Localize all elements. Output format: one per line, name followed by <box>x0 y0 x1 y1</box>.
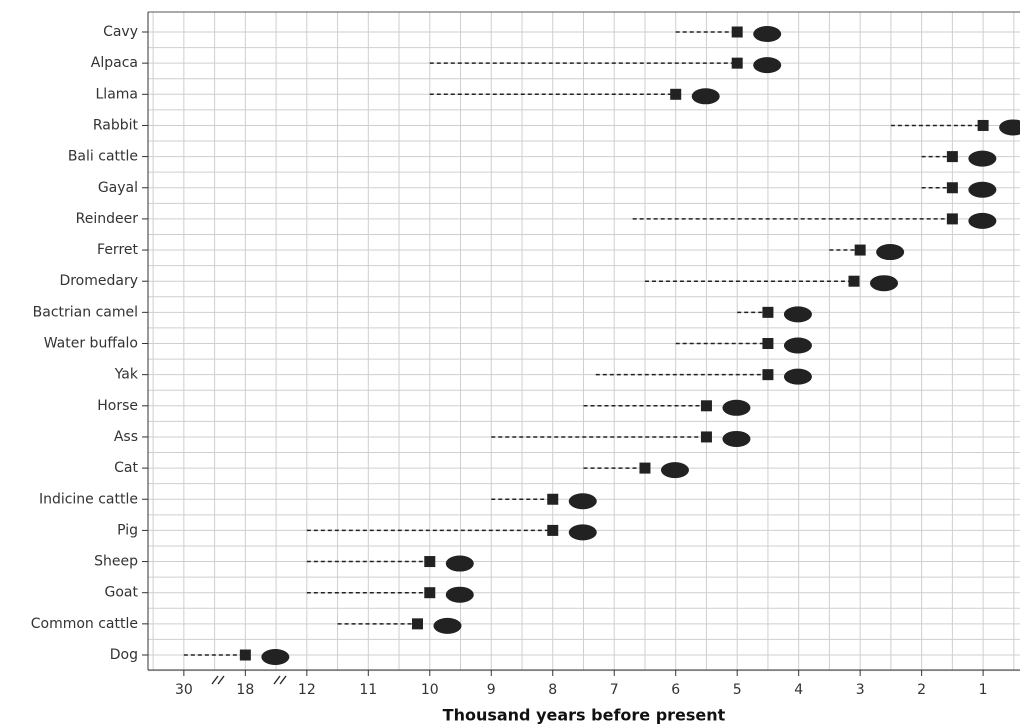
category-label: Gayal <box>98 180 138 196</box>
category-label: Alpaca <box>91 55 138 71</box>
domestication-point <box>947 151 958 162</box>
domestication-point <box>240 650 251 661</box>
x-tick-label: 3 <box>856 682 865 698</box>
animal-silhouette <box>876 244 904 260</box>
animal-silhouette <box>968 151 996 167</box>
animal-silhouette <box>784 306 812 322</box>
domestication-point <box>701 431 712 442</box>
grid <box>148 12 1020 671</box>
category-label: Ass <box>114 429 138 445</box>
x-tick-label: 1 <box>979 682 988 698</box>
animal-silhouette <box>784 338 812 354</box>
animal-silhouette <box>569 493 597 509</box>
x-tick-label: 5 <box>733 682 742 698</box>
domestication-point <box>670 89 681 100</box>
domestication-point <box>762 307 773 318</box>
domestication-point <box>732 27 743 38</box>
animal-silhouette <box>753 57 781 73</box>
axis-break-mark <box>212 676 218 684</box>
x-tick-label: 2 <box>917 682 926 698</box>
category-label: Llama <box>96 86 139 102</box>
category-label: Sheep <box>94 554 138 570</box>
category-label: Bactrian camel <box>33 304 138 320</box>
animal-silhouette <box>446 556 474 572</box>
category-label: Indicine cattle <box>39 491 138 507</box>
x-tick-label: 9 <box>487 682 496 698</box>
animal-silhouette <box>870 275 898 291</box>
chart: Thousand years before present 3018121110… <box>0 0 1020 728</box>
category-label: Water buffalo <box>44 336 138 352</box>
animal-silhouette <box>692 88 720 104</box>
category-label: Reindeer <box>76 211 139 227</box>
domestication-point <box>849 276 860 287</box>
x-tick-label: 18 <box>236 682 254 698</box>
category-label: Bali cattle <box>68 149 138 165</box>
category-label: Pig <box>117 522 138 538</box>
axis-break-mark <box>218 676 224 684</box>
x-tick-label: 10 <box>421 682 439 698</box>
domestication-point <box>547 525 558 536</box>
x-tick-label: 4 <box>794 682 803 698</box>
domestication-point <box>947 213 958 224</box>
animal-silhouette <box>968 182 996 198</box>
category-label: Goat <box>105 585 139 601</box>
domestication-point <box>855 245 866 256</box>
animal-silhouette <box>722 431 750 447</box>
x-tick-label: 30 <box>175 682 193 698</box>
animal-silhouette <box>661 462 689 478</box>
x-axis-title: Thousand years before present <box>443 706 726 725</box>
animal-silhouette <box>968 213 996 229</box>
x-tick-label: 11 <box>359 682 377 698</box>
animal-silhouette <box>999 119 1020 135</box>
axis-break-mark <box>280 676 286 684</box>
category-label: Common cattle <box>31 616 138 632</box>
category-label: Ferret <box>97 242 138 258</box>
domestication-point <box>412 618 423 629</box>
domestication-point <box>762 338 773 349</box>
x-tick-label: 6 <box>671 682 680 698</box>
domestication-point <box>732 58 743 69</box>
category-label: Cat <box>114 460 138 476</box>
category-label: Yak <box>114 367 139 383</box>
domestication-point <box>762 369 773 380</box>
animal-silhouette <box>569 524 597 540</box>
animal-silhouette <box>722 400 750 416</box>
animal-silhouette <box>261 649 289 665</box>
domestication-point <box>978 120 989 131</box>
domestication-point <box>639 463 650 474</box>
animal-silhouette <box>446 587 474 603</box>
category-label: Dog <box>110 647 138 663</box>
animal-silhouette <box>433 618 461 634</box>
domestication-point <box>701 400 712 411</box>
category-label: Cavy <box>103 24 138 40</box>
animal-silhouette <box>753 26 781 42</box>
x-tick-label: 12 <box>298 682 316 698</box>
domestication-point <box>424 587 435 598</box>
domestication-point <box>424 556 435 567</box>
axis-break-mark <box>274 676 280 684</box>
domestication-point <box>547 494 558 505</box>
x-tick-label: 7 <box>610 682 619 698</box>
category-label: Horse <box>97 398 138 414</box>
x-tick-label: 8 <box>548 682 557 698</box>
animal-silhouette <box>784 369 812 385</box>
category-label: Dromedary <box>59 273 138 289</box>
domestication-point <box>947 182 958 193</box>
category-label: Rabbit <box>93 117 139 133</box>
